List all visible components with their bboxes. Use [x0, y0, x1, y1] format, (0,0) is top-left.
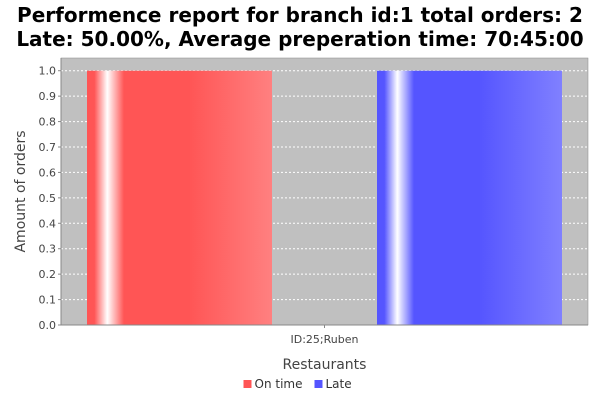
legend-label: On time [255, 377, 303, 391]
x-tick-label: ID:25;Ruben [291, 333, 359, 346]
y-tick-label: 0.7 [39, 141, 57, 154]
y-tick-label: 0.6 [39, 166, 57, 179]
legend-swatch-late [314, 380, 323, 388]
y-tick-label: 0.3 [39, 243, 57, 256]
bar-late [377, 70, 562, 325]
y-tick-label: 1.0 [39, 65, 57, 78]
chart-title: Performence report for branch id:1 total… [17, 3, 583, 27]
y-tick-label: 0.4 [39, 217, 57, 230]
y-axis-label: Amount of orders [13, 130, 29, 252]
y-tick-label: 0.1 [39, 294, 57, 307]
y-tick-label: 0.9 [39, 90, 57, 103]
legend-swatch-on-time [243, 380, 252, 388]
bar-on-time [87, 70, 272, 325]
y-tick-label: 0.5 [39, 192, 57, 205]
legend-label: Late [326, 377, 352, 391]
x-axis-label: Restaurants [283, 357, 367, 373]
chart-subtitle: Late: 50.00%, Average preperation time: … [16, 27, 584, 51]
y-tick-label: 0.2 [39, 268, 57, 281]
y-tick-label: 0.8 [39, 116, 57, 129]
y-tick-label: 0.0 [39, 319, 57, 332]
